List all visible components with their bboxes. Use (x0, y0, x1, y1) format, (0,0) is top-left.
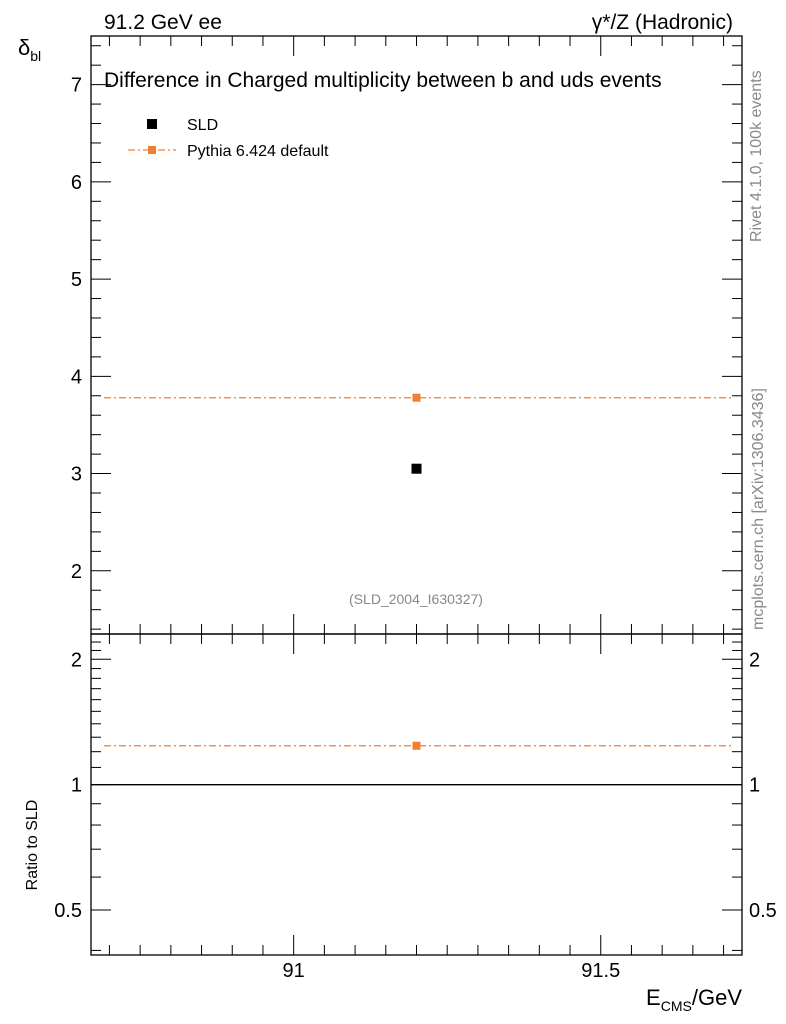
main-ytick-label: 4 (71, 366, 82, 388)
mcplots-note: mcplots.cern.ch [arXiv:1306.3436] (750, 388, 767, 630)
legend: SLD Pythia 6.424 default (128, 117, 329, 160)
ratio-ytick-label-left: 1 (71, 775, 82, 797)
x-axis-label-subscript: CMS (661, 998, 692, 1014)
ratio-panel: 91 91.5 0.5 0.5 1 1 2 2 (54, 633, 777, 982)
ratio-pythia-point (412, 741, 421, 750)
legend-swatch-pythia (148, 146, 156, 154)
rivet-note: Rivet 4.1.0, 100k events (748, 70, 765, 242)
header-left-label: 91.2 GeV ee (104, 11, 222, 34)
ratio-xtick-label: 91.5 (581, 960, 620, 982)
header-right-label: γ*/Z (Hadronic) (592, 11, 733, 34)
main-ticks: 2 3 4 5 6 7 (71, 36, 742, 634)
ratio-ytick-label-left: 0.5 (54, 900, 82, 922)
analysis-id-label: (SLD_2004_I630327) (349, 591, 483, 607)
main-ylabel: δbl (18, 35, 41, 64)
main-ytick-label: 2 (71, 561, 82, 583)
main-ytick-label: 5 (71, 269, 82, 291)
main-ylabel-subscript: bl (30, 48, 41, 64)
ratio-ticks: 91 91.5 0.5 0.5 1 1 2 2 (54, 634, 777, 982)
main-data-marks (104, 393, 732, 474)
legend-label-pythia: Pythia 6.424 default (187, 143, 329, 160)
main-ytick-label: 3 (71, 464, 82, 486)
ratio-ytick-label-right: 1 (749, 775, 760, 797)
legend-label-sld: SLD (187, 117, 218, 134)
legend-swatch-sld (147, 119, 157, 129)
x-axis-label: ECMS/GeV (646, 985, 742, 1014)
pythia-point (412, 393, 421, 402)
ratio-frame (90, 633, 743, 956)
ratio-data-marks (91, 741, 742, 786)
main-ylabel-symbol: δ (18, 35, 30, 60)
ratio-ytick-label-right: 0.5 (749, 900, 777, 922)
sld-point (411, 463, 422, 474)
ratio-ytick-label-right: 2 (749, 649, 760, 671)
ratio-ylabel: Ratio to SLD (24, 800, 41, 891)
x-axis-label-symbol: E (646, 985, 661, 1010)
x-axis-label-unit: /GeV (692, 985, 742, 1010)
ratio-ytick-label-left: 2 (71, 649, 82, 671)
ratio-xtick-label: 91 (283, 960, 305, 982)
chart-title: Difference in Charged multiplicity betwe… (104, 69, 662, 92)
main-ytick-label: 6 (71, 172, 82, 194)
main-ytick-label: 7 (71, 75, 82, 97)
main-panel: 2 3 4 5 6 7 Difference in Charged multiplicit… (71, 35, 743, 635)
